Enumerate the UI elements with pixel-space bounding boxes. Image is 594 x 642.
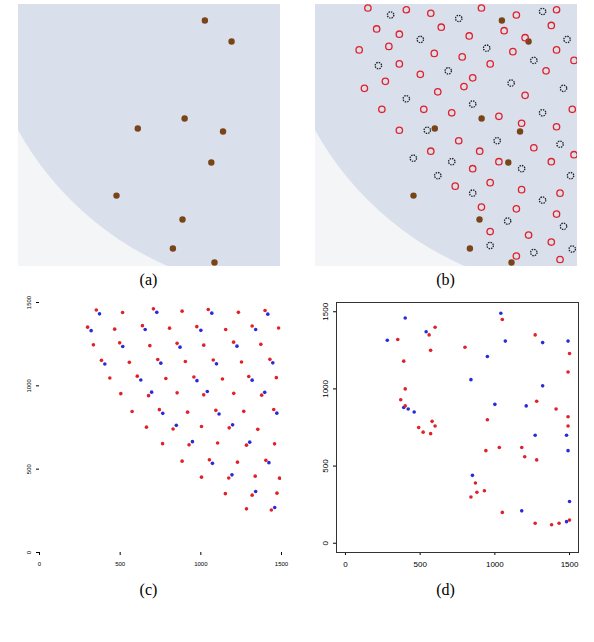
- html-text:(b): (b): [436, 271, 455, 288]
- svg-text:0: 0: [25, 550, 31, 554]
- html-text:(a): (a): [139, 271, 158, 288]
- svg-text:500: 500: [413, 560, 427, 569]
- svg-text:1500: 1500: [274, 561, 288, 567]
- svg-text:1000: 1000: [25, 379, 31, 393]
- svg-text:1500: 1500: [320, 302, 329, 320]
- svg-text:0: 0: [343, 560, 348, 569]
- svg-text:500: 500: [115, 561, 126, 567]
- html-text:(c): (c): [139, 581, 158, 598]
- svg-text:500: 500: [25, 464, 31, 475]
- svg-text:1000: 1000: [194, 561, 208, 567]
- svg-text:1500: 1500: [25, 295, 31, 309]
- svg-text:1000: 1000: [485, 560, 503, 569]
- svg-text:0: 0: [37, 561, 41, 567]
- svg-text:500: 500: [320, 459, 329, 473]
- html-text:(d): (d): [436, 581, 455, 598]
- svg-text:1000: 1000: [320, 379, 329, 397]
- svg-text:1500: 1500: [560, 560, 578, 569]
- svg-text:0: 0: [320, 540, 329, 545]
